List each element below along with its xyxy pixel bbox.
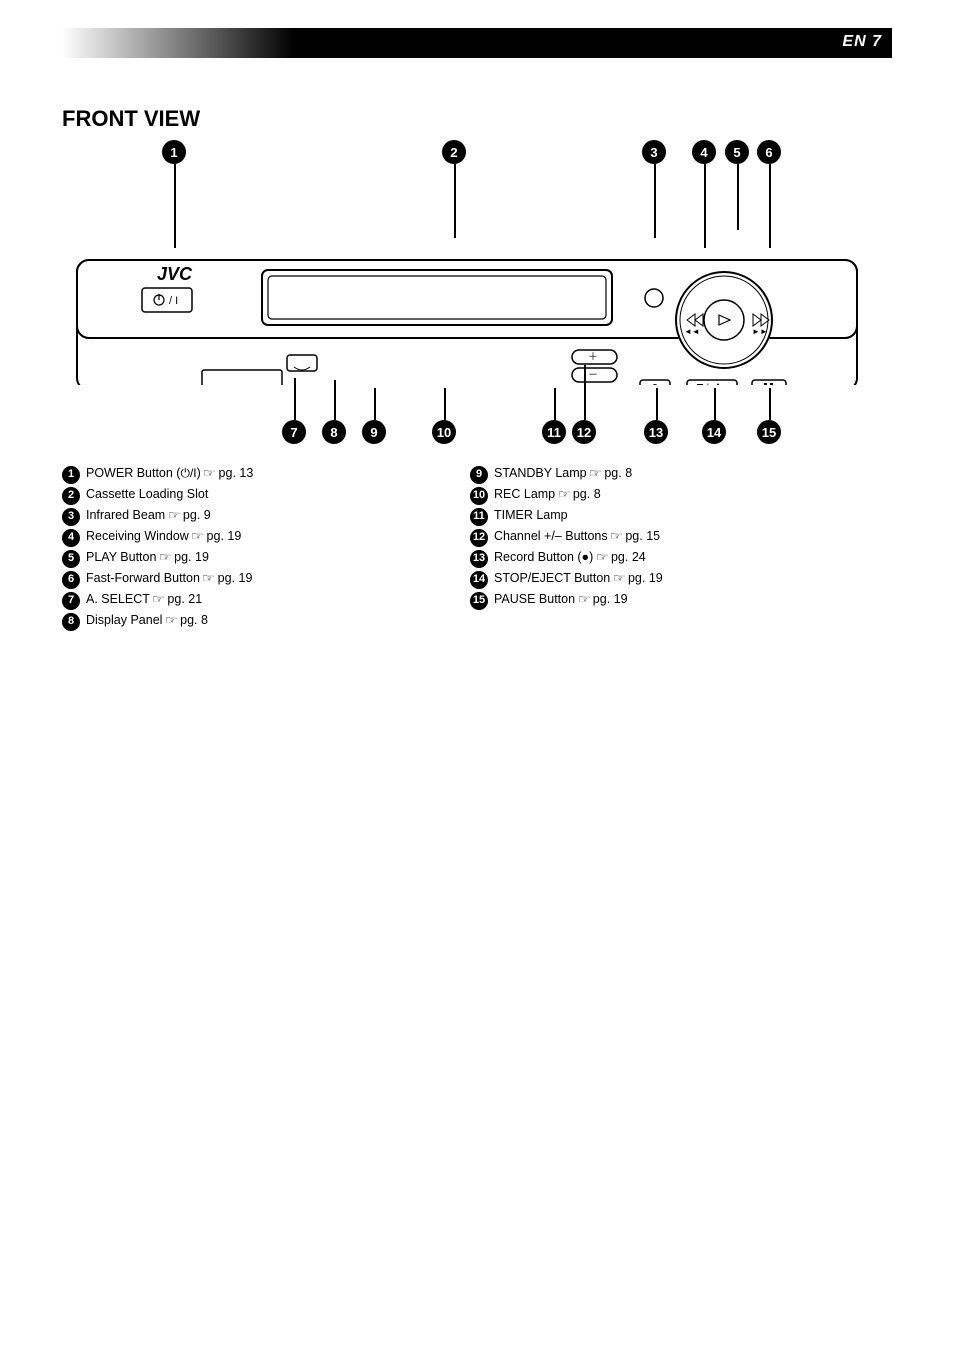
callout-7: 7 bbox=[282, 420, 306, 444]
leader-line bbox=[374, 388, 376, 420]
leader-line bbox=[769, 388, 771, 420]
legend-text: Channel +/– Buttons ☞ pg. 15 bbox=[494, 528, 890, 546]
legend-callout: 3 bbox=[62, 508, 80, 526]
header-bar bbox=[62, 28, 892, 58]
legend-item-6: 6 Fast-Forward Button ☞ pg. 19 bbox=[62, 570, 482, 589]
legend-item-10: 10 REC Lamp ☞ pg. 8 bbox=[470, 486, 890, 505]
leader-line bbox=[769, 164, 771, 248]
legend-item-14: 14 STOP/EJECT Button ☞ pg. 19 bbox=[470, 570, 890, 589]
legend-callout: 14 bbox=[470, 571, 488, 589]
legend-text: TIMER Lamp bbox=[494, 507, 890, 525]
legend-text: STOP/EJECT Button ☞ pg. 19 bbox=[494, 570, 890, 588]
legend-callout: 11 bbox=[470, 508, 488, 526]
legend-text: A. SELECT ☞ pg. 21 bbox=[86, 591, 482, 609]
leader-line bbox=[174, 164, 176, 248]
callout-14: 14 bbox=[702, 420, 726, 444]
callout-6: 6 bbox=[757, 140, 781, 164]
legend-right-column: 9STANDBY Lamp ☞ pg. 810REC Lamp ☞ pg. 81… bbox=[470, 465, 890, 612]
callout-9: 9 bbox=[362, 420, 386, 444]
legend-item-13: 13 Record Button (●) ☞ pg. 24 bbox=[470, 549, 890, 568]
callout-11: 11 bbox=[542, 420, 566, 444]
legend-text: Fast-Forward Button ☞ pg. 19 bbox=[86, 570, 482, 588]
legend-item-5: 5 PLAY Button ☞ pg. 19 bbox=[62, 549, 482, 568]
legend-text: Cassette Loading Slot bbox=[86, 486, 482, 504]
legend-item-15: 15 PAUSE Button ☞ pg. 19 bbox=[470, 591, 890, 610]
legend-text: POWER Button (⏻/I) ☞ pg. 13 bbox=[86, 465, 482, 483]
svg-text:◄◄: ◄◄ bbox=[684, 327, 700, 336]
svg-text:－: － bbox=[588, 370, 598, 381]
leader-line bbox=[714, 388, 716, 420]
svg-text:JVC: JVC bbox=[157, 264, 193, 284]
leader-line bbox=[737, 164, 739, 230]
callout-12: 12 bbox=[572, 420, 596, 444]
legend-item-9: 9 STANDBY Lamp ☞ pg. 8 bbox=[470, 465, 890, 484]
legend-text: STANDBY Lamp ☞ pg. 8 bbox=[494, 465, 890, 483]
page-number: EN 7 bbox=[842, 33, 882, 51]
legend-left-column: 1 POWER Button (⏻/I) ☞ pg. 13 2 Cassette Lo… bbox=[62, 465, 482, 633]
legend-item-7: 7 A. SELECT ☞ pg. 21 bbox=[62, 591, 482, 610]
section-title: FRONT VIEW bbox=[62, 106, 200, 132]
legend-text: Receiving Window ☞ pg. 19 bbox=[86, 528, 482, 546]
legend-item-4: 4 Receiving Window ☞ pg. 19 bbox=[62, 528, 482, 547]
leader-line bbox=[454, 164, 456, 238]
legend-callout: 4 bbox=[62, 529, 80, 547]
callout-8: 8 bbox=[322, 420, 346, 444]
legend-callout: 9 bbox=[470, 466, 488, 484]
callout-1: 1 bbox=[162, 140, 186, 164]
callout-2: 2 bbox=[442, 140, 466, 164]
legend-text: PLAY Button ☞ pg. 19 bbox=[86, 549, 482, 567]
legend-callout: 5 bbox=[62, 550, 80, 568]
legend-text: REC Lamp ☞ pg. 8 bbox=[494, 486, 890, 504]
legend-callout: 6 bbox=[62, 571, 80, 589]
leader-line bbox=[584, 365, 586, 420]
legend-item-8: 8 Display Panel ☞ pg. 8 bbox=[62, 612, 482, 631]
leader-line bbox=[704, 164, 706, 248]
leader-line bbox=[334, 380, 336, 420]
callout-15: 15 bbox=[757, 420, 781, 444]
legend-callout: 15 bbox=[470, 592, 488, 610]
legend-item-12: 12 Channel +/– Buttons ☞ pg. 15 bbox=[470, 528, 890, 547]
callout-13: 13 bbox=[644, 420, 668, 444]
legend-item-1: 1 POWER Button (⏻/I) ☞ pg. 13 bbox=[62, 465, 482, 484]
vcr-diagram: JVC / I ◄◄ ►► ＋ － bbox=[62, 130, 892, 450]
legend-text: Display Panel ☞ pg. 8 bbox=[86, 612, 482, 630]
callout-5: 5 bbox=[725, 140, 749, 164]
legend-text: Record Button (●) ☞ pg. 24 bbox=[494, 549, 890, 567]
legend-callout: 10 bbox=[470, 487, 488, 505]
legend-callout: 2 bbox=[62, 487, 80, 505]
leader-line bbox=[554, 388, 556, 420]
svg-text:＋: ＋ bbox=[588, 352, 598, 363]
leader-line bbox=[444, 388, 446, 420]
legend-callout: 1 bbox=[62, 466, 80, 484]
svg-text:►►: ►► bbox=[752, 327, 768, 336]
vcr-illustration: JVC / I ◄◄ ►► ＋ － bbox=[62, 190, 892, 385]
legend-callout: 8 bbox=[62, 613, 80, 631]
legend-item-11: 11 TIMER Lamp bbox=[470, 507, 890, 526]
leader-line bbox=[654, 164, 656, 238]
callout-10: 10 bbox=[432, 420, 456, 444]
legend-item-2: 2 Cassette Loading Slot bbox=[62, 486, 482, 505]
legend-callout: 7 bbox=[62, 592, 80, 610]
legend-item-3: 3 Infrared Beam ☞ pg. 9 bbox=[62, 507, 482, 526]
legend-callout: 13 bbox=[470, 550, 488, 568]
leader-line bbox=[656, 388, 658, 420]
callout-3: 3 bbox=[642, 140, 666, 164]
legend-callout: 12 bbox=[470, 529, 488, 547]
leader-line bbox=[294, 378, 296, 420]
callout-4: 4 bbox=[692, 140, 716, 164]
legend-text: Infrared Beam ☞ pg. 9 bbox=[86, 507, 482, 525]
svg-text:/ I: / I bbox=[169, 295, 178, 307]
legend-text: PAUSE Button ☞ pg. 19 bbox=[494, 591, 890, 609]
